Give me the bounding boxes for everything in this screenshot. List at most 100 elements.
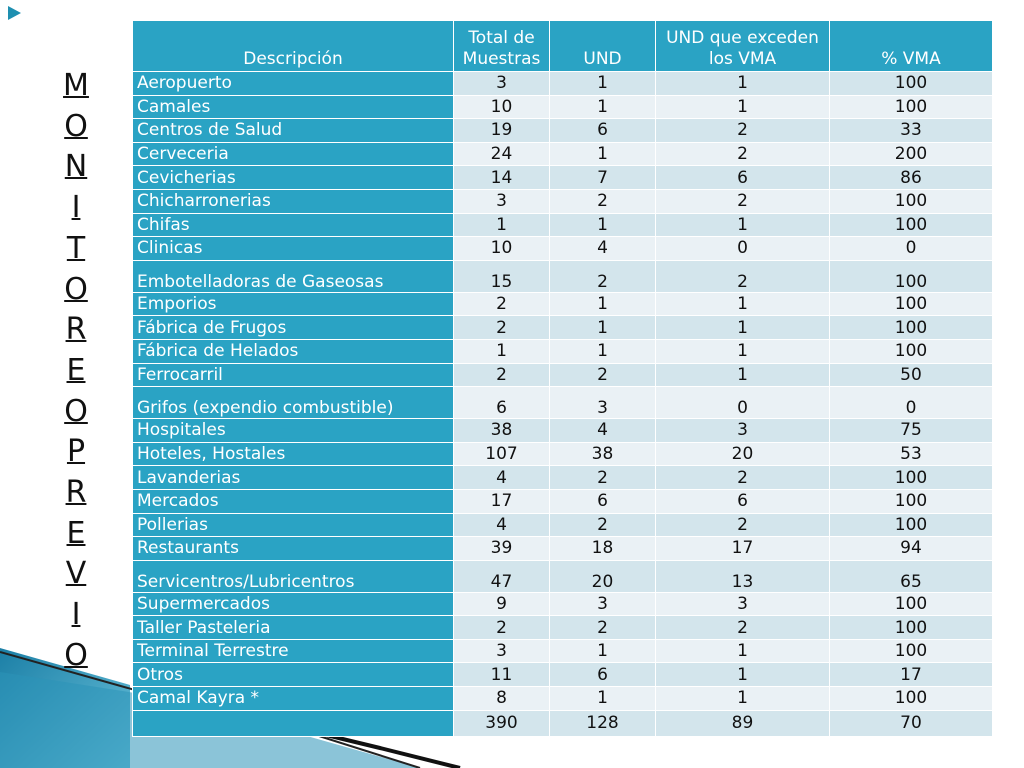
- table-row: Hospitales 38 4 3 75: [132, 418, 993, 443]
- table-cell: 100: [829, 212, 993, 238]
- table-cell: 14: [453, 165, 550, 190]
- table-cell: 2: [655, 465, 830, 490]
- header-total-muestras: Total de Muestras: [453, 20, 550, 72]
- table-cell: 2: [549, 259, 656, 293]
- table-cell: 100: [829, 338, 993, 364]
- table-cell: 1: [655, 362, 830, 388]
- header-und: UND: [549, 20, 656, 72]
- table-row: Fábrica de Helados 1 1 1 100: [132, 338, 993, 364]
- table-cell: 1: [549, 71, 656, 96]
- table-cell: 1: [549, 94, 656, 120]
- row-label: Taller Pasteleria: [132, 615, 454, 640]
- table-cell: 2: [549, 465, 656, 490]
- table-row: Otros 11 6 1 17: [132, 662, 993, 688]
- table-cell: 10: [453, 94, 550, 120]
- table-cell: 6: [549, 488, 656, 514]
- vertical-title-letter: R: [65, 312, 87, 348]
- row-label: Ferrocarril: [132, 362, 454, 388]
- table-cell: 1: [549, 291, 656, 317]
- bullet-arrow-icon: [8, 6, 21, 20]
- table-cell: 75: [829, 418, 993, 443]
- row-label: Restaurants: [132, 536, 454, 561]
- row-label: Camales: [132, 94, 454, 120]
- table-row: Lavanderias 4 2 2 100: [132, 465, 993, 490]
- table-cell: 39: [453, 536, 550, 561]
- table-row: Ferrocarril 2 2 1 50: [132, 362, 993, 388]
- table-cell: 9: [453, 591, 550, 617]
- table-cell: 0: [655, 386, 830, 420]
- vertical-title-letter: R: [65, 475, 87, 511]
- total-cell: 128: [549, 709, 656, 737]
- vertical-title-letter: N: [64, 149, 88, 185]
- table-cell: 10: [453, 236, 550, 261]
- row-label: Cevicherias: [132, 165, 454, 190]
- table-cell: 1: [453, 338, 550, 364]
- row-label: Otros: [132, 662, 454, 688]
- table-cell: 100: [829, 315, 993, 340]
- table-cell: 1: [549, 315, 656, 340]
- table-cell: 1: [549, 686, 656, 711]
- table-cell: 1: [549, 638, 656, 664]
- row-label: Clinicas: [132, 236, 454, 261]
- table-cell: 17: [655, 536, 830, 561]
- table-cell: 2: [549, 615, 656, 640]
- table-row: Camales 10 1 1 100: [132, 94, 993, 120]
- table-cell: 11: [453, 662, 550, 688]
- table-row: Taller Pasteleria 2 2 2 100: [132, 615, 993, 640]
- table-cell: 4: [549, 418, 656, 443]
- table-cell: 2: [549, 188, 656, 214]
- table-row: Restaurants 39 18 17 94: [132, 536, 993, 561]
- row-label: Fábrica de Helados: [132, 338, 454, 364]
- vertical-title-letter: O: [64, 271, 88, 307]
- table-cell: 13: [655, 559, 830, 593]
- total-row-label: [132, 709, 454, 737]
- table-cell: 4: [549, 236, 656, 261]
- table-row: Hoteles, Hostales 107 38 20 53: [132, 441, 993, 467]
- table-cell: 24: [453, 141, 550, 167]
- row-label: Grifos (expendio combustible): [132, 386, 454, 420]
- header-und-exceden-vma: UND que exceden los VMA: [655, 20, 830, 72]
- row-label: Lavanderias: [132, 465, 454, 490]
- table-cell: 1: [549, 212, 656, 238]
- table-cell: 107: [453, 441, 550, 467]
- table-cell: 2: [655, 188, 830, 214]
- table-row: Fábrica de Frugos 2 1 1 100: [132, 315, 993, 340]
- table-cell: 100: [829, 686, 993, 711]
- vertical-title-letter: E: [66, 515, 86, 551]
- row-label: Chicharronerias: [132, 188, 454, 214]
- row-label: Emporios: [132, 291, 454, 317]
- table-cell: 19: [453, 118, 550, 143]
- vertical-title-letter: E: [66, 352, 86, 388]
- vertical-title-letter: O: [64, 108, 88, 144]
- vertical-title-letter: T: [66, 230, 86, 266]
- row-label: Aeropuerto: [132, 71, 454, 96]
- vertical-title-letter: O: [64, 637, 88, 673]
- table-cell: 100: [829, 512, 993, 538]
- table-cell: 1: [549, 141, 656, 167]
- table-cell: 1: [655, 686, 830, 711]
- header-porcentaje-vma: % VMA: [829, 20, 993, 72]
- total-row: 390 128 89 70: [132, 709, 993, 737]
- vertical-title-letter: P: [66, 434, 86, 470]
- table-cell: 7: [549, 165, 656, 190]
- vertical-title-letter: M: [63, 68, 89, 103]
- table-cell: 3: [549, 591, 656, 617]
- total-cell: 89: [655, 709, 830, 737]
- row-label: Mercados: [132, 488, 454, 514]
- table-cell: 100: [829, 259, 993, 293]
- table-cell: 17: [453, 488, 550, 514]
- table-cell: 47: [453, 559, 550, 593]
- table-cell: 15: [453, 259, 550, 293]
- table-cell: 1: [655, 662, 830, 688]
- table-cell: 1: [655, 338, 830, 364]
- table-cell: 2: [453, 315, 550, 340]
- table-row: Chicharronerias 3 2 2 100: [132, 188, 993, 214]
- table-cell: 8: [453, 686, 550, 711]
- table-cell: 3: [453, 638, 550, 664]
- table-cell: 100: [829, 188, 993, 214]
- table-cell: 1: [655, 638, 830, 664]
- table-cell: 2: [655, 141, 830, 167]
- table-cell: 38: [453, 418, 550, 443]
- table-cell: 2: [655, 615, 830, 640]
